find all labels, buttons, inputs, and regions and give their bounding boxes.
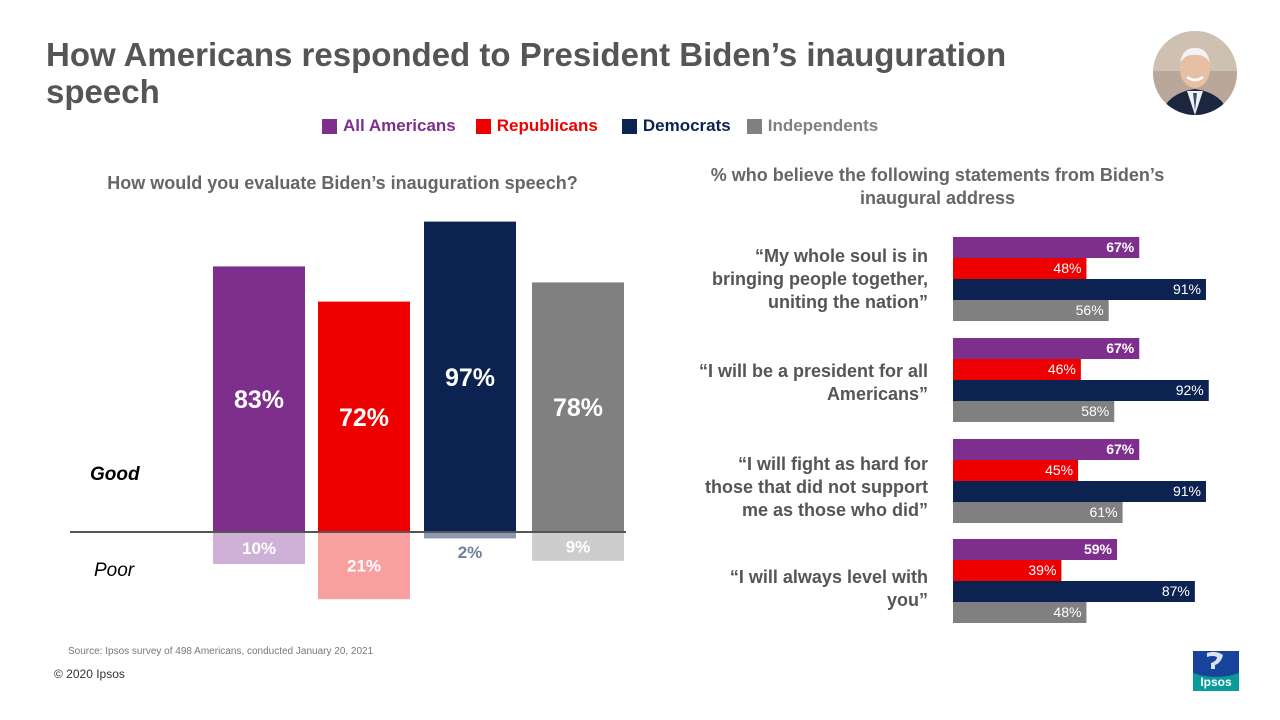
statement-bar [953,359,1081,380]
poor-value-label: 9% [566,537,591,556]
statement-bar [953,460,1079,481]
poor-value-label: 10% [242,539,276,558]
poor-axis-label: Poor [94,560,135,581]
statement-bar [953,401,1115,422]
legend-label: Republicans [496,116,598,135]
statement-bar [953,380,1209,401]
statement-label-2: “I will be a president for all Americans… [698,361,928,404]
statement-value-label: 59% [1084,541,1113,557]
poor-value-label: 2% [458,543,483,562]
legend-item-democrats: Democrats [621,116,731,136]
legend: All Americans Republicans Democrats Inde… [322,116,878,136]
legend-swatch [322,118,337,134]
statement-value-label: 39% [1028,562,1056,578]
ipsos-logo-text: Ipsos [1200,675,1232,689]
statement-value-label: 56% [1076,302,1104,318]
statement-bar [953,300,1109,321]
poor-bar [318,532,410,600]
statement-value-label: 92% [1176,382,1204,398]
statement-value-label: 91% [1173,483,1201,499]
legend-item-republicans: Republicans [475,116,598,136]
poor-bar [424,532,516,539]
page-title: How Americans responded to President Bid… [46,36,1007,110]
good-value-label: 83% [234,386,284,414]
statement-label-3: “I will fight as hard for those that did… [705,454,928,520]
statement-value-label: 61% [1090,504,1118,520]
statement-bar [953,258,1087,279]
statement-value-label: 67% [1106,239,1135,255]
statement-value-label: 67% [1106,441,1135,457]
good-bar [532,282,624,532]
statement-value-label: 58% [1081,403,1109,419]
good-value-label: 78% [553,394,603,422]
legend-swatch [621,118,637,134]
ipsos-logo: Ipsos [1193,651,1239,691]
good-bar [318,301,410,532]
legend-item-all-americans: All Americans [322,116,456,136]
statement-value-label: 45% [1045,462,1073,478]
statement-label-1: “My whole soul is in bringing people tog… [712,246,928,312]
legend-label: Democrats [642,116,731,135]
legend-swatch [746,118,762,134]
good-bar [424,221,516,532]
statement-bar [953,237,1140,258]
good-axis-label: Good [90,464,140,485]
right-chart-question: % who believe the following statements f… [710,165,1165,208]
poor-value-label: 21% [347,557,381,576]
statement-value-label: 48% [1053,260,1081,276]
statement-value-label: 87% [1162,583,1190,599]
legend-label: Independents [767,116,879,135]
statement-bar [953,560,1062,581]
statement-bar [953,581,1195,602]
statement-bar [953,338,1140,359]
statement-bar [953,539,1118,560]
poor-bar [213,532,305,564]
statement-label-4: “I will always level with you” [729,567,928,610]
statement-bar [953,481,1206,502]
good-value-label: 97% [445,364,495,392]
statement-value-label: 67% [1106,340,1135,356]
good-value-label: 72% [339,404,389,432]
copyright: © 2020 Ipsos [54,667,125,681]
statement-bar [953,279,1206,300]
legend-swatch [475,118,491,134]
statement-bar [953,502,1123,523]
legend-item-independents: Independents [746,116,879,136]
good-bar [213,266,305,532]
left-chart-question: How would you evaluate Biden’s inaugurat… [107,173,578,193]
statement-value-label: 48% [1053,604,1081,620]
statement-bar [953,602,1087,623]
statement-value-label: 46% [1048,361,1076,377]
source-note: Source: Ipsos survey of 498 Americans, c… [68,646,374,657]
poor-bar [532,532,624,561]
statement-bar [953,439,1140,460]
statement-value-label: 91% [1173,281,1201,297]
legend-label: All Americans [343,116,456,135]
